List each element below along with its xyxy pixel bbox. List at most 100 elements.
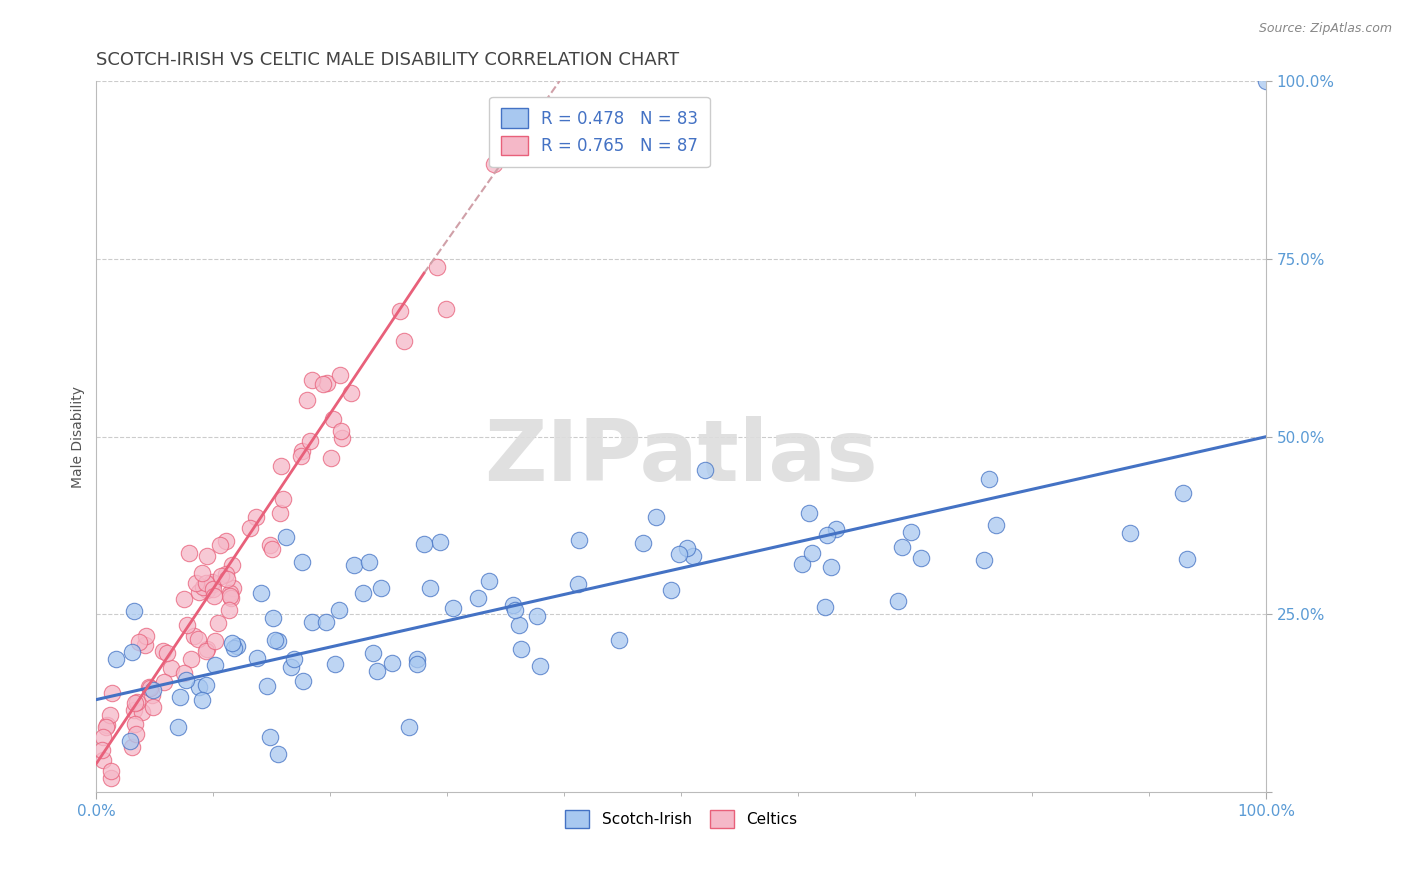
Point xyxy=(166,720,188,734)
Point xyxy=(270,459,292,474)
Point xyxy=(183,629,205,643)
Point xyxy=(219,591,242,605)
Point xyxy=(194,678,217,692)
Point xyxy=(122,703,145,717)
Point xyxy=(1119,526,1142,541)
Point xyxy=(695,462,717,476)
Point xyxy=(441,601,464,615)
Point xyxy=(221,558,243,573)
Point xyxy=(682,549,704,563)
Point xyxy=(291,673,314,688)
Point xyxy=(215,533,238,548)
Point xyxy=(195,642,218,657)
Point xyxy=(121,645,143,659)
Point xyxy=(814,600,837,615)
Point xyxy=(568,533,591,547)
Point xyxy=(381,657,404,671)
Point xyxy=(138,681,160,695)
Point xyxy=(142,700,165,714)
Point xyxy=(330,431,353,445)
Point xyxy=(352,586,374,600)
Point xyxy=(298,434,321,448)
Point xyxy=(342,558,364,573)
Point xyxy=(900,524,922,539)
Point xyxy=(429,535,451,549)
Point xyxy=(208,538,231,552)
Point xyxy=(502,598,524,612)
Point xyxy=(122,604,145,618)
Point xyxy=(131,706,153,720)
Point xyxy=(262,611,284,625)
Point xyxy=(366,664,388,678)
Point xyxy=(315,615,337,629)
Point xyxy=(128,635,150,649)
Point xyxy=(295,393,318,408)
Point xyxy=(197,549,219,563)
Point xyxy=(291,555,314,569)
Text: SCOTCH-IRISH VS CELTIC MALE DISABILITY CORRELATION CHART: SCOTCH-IRISH VS CELTIC MALE DISABILITY C… xyxy=(97,51,679,69)
Point xyxy=(815,527,838,541)
Point xyxy=(125,726,148,740)
Point xyxy=(142,682,165,697)
Point xyxy=(190,693,212,707)
Point xyxy=(1175,551,1198,566)
Point xyxy=(219,585,242,599)
Point xyxy=(484,157,506,171)
Point xyxy=(887,594,910,608)
Point xyxy=(357,555,380,569)
Point xyxy=(100,771,122,785)
Point xyxy=(508,618,530,632)
Point xyxy=(224,640,246,655)
Point xyxy=(434,301,457,316)
Y-axis label: Male Disability: Male Disability xyxy=(72,385,86,488)
Point xyxy=(200,575,222,590)
Point xyxy=(676,541,699,555)
Point xyxy=(274,530,297,544)
Point xyxy=(159,661,181,675)
Point xyxy=(283,652,305,666)
Point xyxy=(215,573,238,587)
Point xyxy=(394,334,416,349)
Point xyxy=(263,632,285,647)
Point xyxy=(419,582,441,596)
Point xyxy=(388,304,411,318)
Point xyxy=(271,491,294,506)
Point xyxy=(319,450,342,465)
Point xyxy=(176,617,198,632)
Point xyxy=(405,652,427,666)
Point xyxy=(141,688,163,702)
Point xyxy=(250,586,273,600)
Point xyxy=(269,506,291,520)
Point xyxy=(177,546,200,560)
Point xyxy=(820,560,842,574)
Point xyxy=(195,582,218,597)
Point xyxy=(977,472,1000,486)
Point xyxy=(191,581,214,595)
Point xyxy=(93,753,115,767)
Text: Source: ZipAtlas.com: Source: ZipAtlas.com xyxy=(1258,22,1392,36)
Text: ZIPatlas: ZIPatlas xyxy=(485,417,879,500)
Point xyxy=(245,510,267,524)
Point xyxy=(184,576,207,591)
Point xyxy=(169,690,191,704)
Point xyxy=(246,650,269,665)
Point xyxy=(426,260,449,274)
Point xyxy=(330,425,353,439)
Point xyxy=(659,582,682,597)
Point xyxy=(567,577,589,591)
Point xyxy=(526,609,548,624)
Point xyxy=(239,520,262,534)
Point xyxy=(91,742,114,756)
Point xyxy=(645,510,668,524)
Point xyxy=(98,708,121,723)
Point xyxy=(156,646,179,660)
Point xyxy=(173,666,195,681)
Point xyxy=(188,585,211,599)
Point xyxy=(215,567,238,582)
Point xyxy=(96,720,118,734)
Point xyxy=(202,577,225,591)
Point xyxy=(467,591,489,605)
Point xyxy=(219,589,242,603)
Point xyxy=(209,568,232,582)
Point xyxy=(323,657,346,672)
